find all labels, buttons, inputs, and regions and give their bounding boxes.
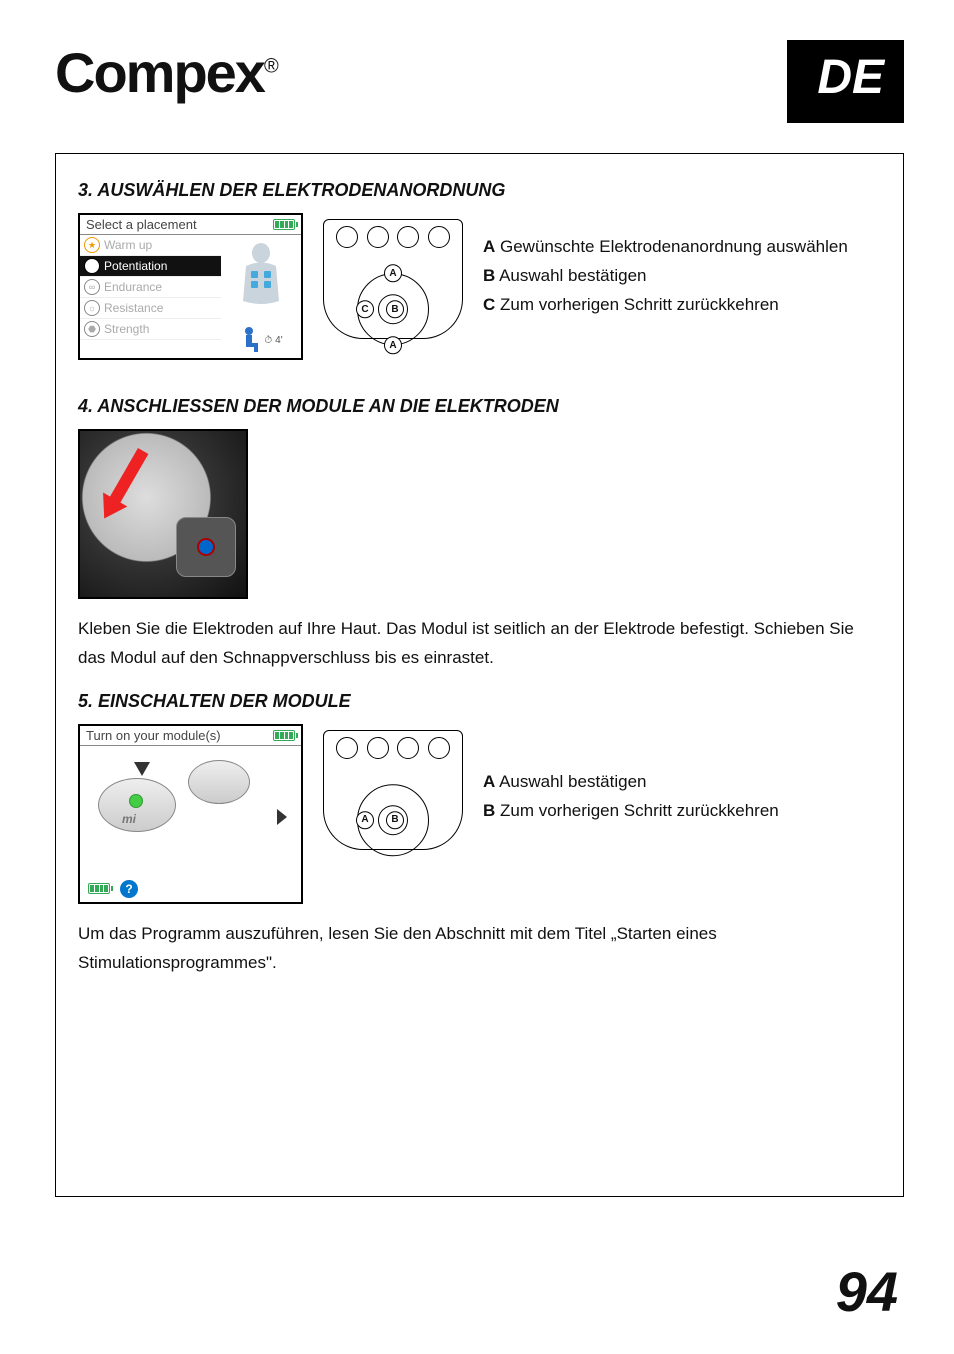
module-illustration: mi bbox=[88, 754, 293, 868]
menu-item-active: ⬤Potentiation bbox=[80, 256, 221, 277]
remote-diagram: A C B A bbox=[323, 219, 463, 339]
remote-diagram: A B bbox=[323, 730, 463, 850]
registered-mark: ® bbox=[264, 55, 277, 77]
section-3-title: 3. AUSWÄHLEN DER ELEKTRODENANORDNUNG bbox=[78, 180, 881, 201]
menu-item: ∞Endurance bbox=[80, 277, 221, 298]
logo: Compex® bbox=[55, 40, 277, 105]
battery-icon bbox=[88, 883, 110, 894]
remote-label-b: B bbox=[386, 811, 404, 829]
section-3-description: A Gewünschte Elektrodenanordnung auswähl… bbox=[483, 233, 848, 321]
screen-title-text: Turn on your module(s) bbox=[86, 728, 221, 743]
remote-label-b: B bbox=[386, 300, 404, 318]
logo-text: Compex bbox=[55, 41, 264, 104]
section-4-title: 4. ANSCHLIESSEN DER MODULE AN DIE ELEKTR… bbox=[78, 396, 881, 417]
page-number: 94 bbox=[836, 1259, 898, 1324]
battery-icon bbox=[273, 730, 295, 741]
section-5-title: 5. EINSCHALTEN DER MODULE bbox=[78, 691, 881, 712]
screen-titlebar: Select a placement bbox=[80, 215, 301, 235]
body-preview: ⏱4' bbox=[221, 235, 301, 358]
content-frame: 3. AUSWÄHLEN DER ELEKTRODENANORDNUNG Sel… bbox=[55, 153, 904, 1197]
timer-icon: ⏱ bbox=[264, 335, 272, 346]
remote-label-a: A bbox=[356, 811, 374, 829]
down-triangle-icon bbox=[134, 762, 150, 776]
timer-value: 4' bbox=[275, 335, 282, 346]
menu-item: ☼Resistance bbox=[80, 298, 221, 319]
device-screen-turnon: Turn on your module(s) mi ? bbox=[78, 724, 303, 904]
screen-titlebar: Turn on your module(s) bbox=[80, 726, 301, 746]
snap-connector-icon bbox=[176, 517, 236, 577]
remote-label-c: C bbox=[356, 300, 374, 318]
menu-item: ⬣Strength bbox=[80, 319, 221, 340]
battery-icon bbox=[273, 219, 295, 230]
play-icon bbox=[277, 809, 287, 825]
help-icon: ? bbox=[120, 880, 138, 898]
seated-person-icon bbox=[239, 326, 261, 354]
page-header: Compex® DE bbox=[0, 0, 954, 133]
program-menu: ★Warm up ⬤Potentiation ∞Endurance ☼Resis… bbox=[80, 235, 221, 358]
section-5-row: Turn on your module(s) mi ? bbox=[78, 724, 881, 904]
remote-label-a-bottom: A bbox=[384, 336, 402, 354]
module-attach-photo bbox=[78, 429, 248, 599]
device-screen-placement: Select a placement ★Warm up ⬤Potentiatio… bbox=[78, 213, 303, 360]
torso-icon bbox=[231, 241, 291, 321]
section-5-description: A Auswahl bestätigen B Zum vorherigen Sc… bbox=[483, 768, 779, 826]
remote-wheel: A B bbox=[357, 784, 429, 856]
power-led-icon bbox=[129, 794, 143, 808]
screen-title-text: Select a placement bbox=[86, 217, 197, 232]
remote-wheel: A C B A bbox=[357, 273, 429, 345]
section-4-body: Kleben Sie die Elektroden auf Ihre Haut.… bbox=[78, 615, 881, 673]
section-5-body: Um das Programm auszuführen, lesen Sie d… bbox=[78, 920, 881, 978]
section-3-row: Select a placement ★Warm up ⬤Potentiatio… bbox=[78, 213, 881, 360]
language-badge: DE bbox=[787, 40, 904, 123]
menu-item: ★Warm up bbox=[80, 235, 221, 256]
remote-label-a-top: A bbox=[384, 264, 402, 282]
mi-label: mi bbox=[122, 812, 136, 826]
